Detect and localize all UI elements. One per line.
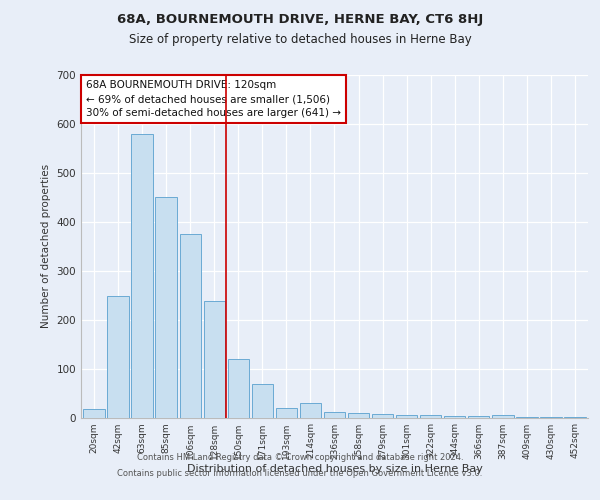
Bar [492,415,514,418]
Bar [444,416,466,418]
Bar [299,403,321,417]
Text: Size of property relative to detached houses in Herne Bay: Size of property relative to detached ho… [128,32,472,46]
Bar [131,134,153,418]
Bar [516,416,538,418]
Bar [468,416,490,418]
Bar [420,414,442,418]
Bar [275,408,297,418]
Bar [155,198,177,418]
Text: 68A BOURNEMOUTH DRIVE: 120sqm
← 69% of detached houses are smaller (1,506)
30% o: 68A BOURNEMOUTH DRIVE: 120sqm ← 69% of d… [86,80,341,118]
Bar [179,234,201,418]
Bar [83,409,105,418]
Text: Contains public sector information licensed under the Open Government Licence v3: Contains public sector information licen… [118,468,482,477]
X-axis label: Distribution of detached houses by size in Herne Bay: Distribution of detached houses by size … [187,464,482,474]
Bar [203,301,225,418]
Bar [396,414,418,418]
Bar [348,412,370,418]
Text: Contains HM Land Registry data © Crown copyright and database right 2024.: Contains HM Land Registry data © Crown c… [137,454,463,462]
Bar [107,296,129,418]
Bar [372,414,394,418]
Bar [251,384,273,418]
Bar [323,412,346,418]
Y-axis label: Number of detached properties: Number of detached properties [41,164,51,328]
Bar [227,359,249,418]
Text: 68A, BOURNEMOUTH DRIVE, HERNE BAY, CT6 8HJ: 68A, BOURNEMOUTH DRIVE, HERNE BAY, CT6 8… [117,13,483,26]
